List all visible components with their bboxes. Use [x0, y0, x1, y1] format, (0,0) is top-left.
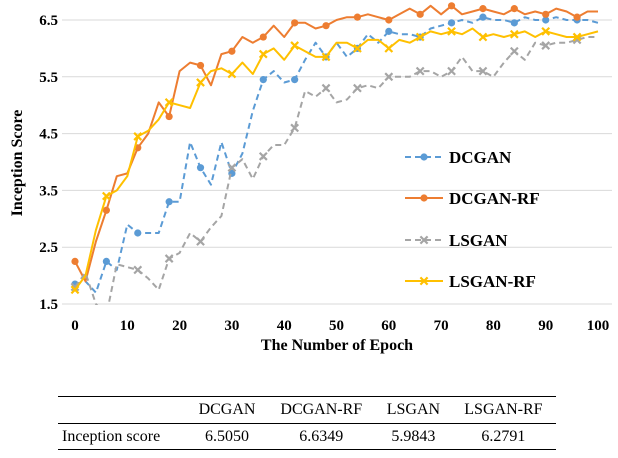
- legend-marker-dcgan: [420, 153, 427, 160]
- x-tick-label: 60: [381, 318, 396, 334]
- series-line-dcgan-rf: [75, 6, 598, 282]
- data-point-dcgan-rf: [260, 33, 267, 40]
- data-point-dcgan-rf: [385, 16, 392, 23]
- data-point-lsgan-rf: [291, 42, 298, 49]
- data-point-lsgan: [197, 238, 204, 245]
- table-row-label: Inception score: [58, 424, 187, 450]
- results-table-container: DCGAN DCGAN-RF LSGAN LSGAN-RF Inception …: [58, 396, 556, 450]
- legend-label-dcgan: DCGAN: [449, 148, 512, 167]
- data-point-dcgan-rf: [354, 14, 361, 21]
- legend-item-dcgan-rf: DCGAN-RF: [405, 189, 540, 208]
- gridlines: [62, 20, 612, 304]
- table-header-empty: [58, 397, 187, 424]
- y-axis-title: Inception Score: [9, 110, 26, 217]
- data-point-dcgan-rf: [542, 11, 549, 18]
- data-point-dcgan: [448, 19, 455, 26]
- x-axis-ticks: 0 10 20 30 40 50 60 70 80 90 100: [71, 318, 609, 334]
- inception-score-chart: 1.5 2.5 3.5 4.5 5.5 6.5 0 10 20 30 40 50 60 70 80 90 10…: [0, 0, 618, 370]
- series-dcgan: [71, 14, 598, 293]
- x-tick-label: 20: [172, 318, 187, 334]
- series-line-dcgan: [75, 17, 598, 292]
- x-tick-label: 40: [277, 318, 292, 334]
- x-tick-label: 100: [587, 318, 610, 334]
- data-point-lsgan-rf: [385, 45, 392, 52]
- data-point-dcgan-rf: [228, 48, 235, 55]
- data-point-lsgan: [354, 85, 361, 92]
- data-point-lsgan: [322, 85, 329, 92]
- legend-item-dcgan: DCGAN: [405, 148, 512, 167]
- data-point-dcgan-rf: [479, 5, 486, 12]
- x-tick-label: 10: [120, 318, 135, 334]
- y-tick-label: 1.5: [39, 297, 58, 313]
- data-point-dcgan-rf: [166, 113, 173, 120]
- table-cell-dcgan-rf: 6.6349: [267, 424, 376, 450]
- data-point-dcgan: [511, 19, 518, 26]
- series-lsgan-rf: [71, 28, 598, 294]
- data-point-lsgan-rf: [260, 50, 267, 57]
- table-cell-dcgan: 6.5050: [187, 424, 266, 450]
- x-tick-label: 70: [434, 318, 449, 334]
- data-point-lsgan: [448, 68, 455, 75]
- data-point-lsgan: [511, 48, 518, 55]
- x-tick-label: 30: [224, 318, 239, 334]
- x-tick-label: 0: [71, 318, 79, 334]
- legend-label-dcgan-rf: DCGAN-RF: [449, 189, 540, 208]
- data-point-dcgan: [134, 229, 141, 236]
- table-cell-lsgan: 5.9843: [376, 424, 451, 450]
- y-tick-label: 6.5: [39, 13, 58, 29]
- data-point-dcgan-rf: [322, 22, 329, 29]
- data-point-dcgan: [479, 14, 486, 21]
- legend-label-lsgan-rf: LSGAN-RF: [449, 272, 536, 291]
- x-axis-title: The Number of Epoch: [261, 337, 413, 354]
- data-point-dcgan: [291, 76, 298, 83]
- series-line-lsgan-rf: [75, 29, 598, 290]
- y-tick-label: 2.5: [39, 240, 58, 256]
- table-header-lsgan-rf: LSGAN-RF: [451, 397, 556, 424]
- data-point-dcgan-rf: [291, 19, 298, 26]
- table-row: Inception score 6.5050 6.6349 5.9843 6.2…: [58, 424, 556, 450]
- data-point-dcgan-rf: [573, 14, 580, 21]
- data-point-lsgan: [417, 68, 424, 75]
- data-point-dcgan-rf: [71, 258, 78, 265]
- table-header-lsgan: LSGAN: [376, 397, 451, 424]
- data-point-dcgan: [260, 76, 267, 83]
- legend-label-lsgan: LSGAN: [449, 231, 508, 250]
- y-tick-label: 4.5: [39, 127, 58, 143]
- data-point-dcgan: [197, 164, 204, 171]
- data-point-lsgan: [166, 255, 173, 262]
- x-tick-label: 90: [538, 318, 553, 334]
- y-axis-ticks: 1.5 2.5 3.5 4.5 5.5 6.5: [39, 13, 58, 313]
- data-point-lsgan: [103, 312, 110, 319]
- data-point-dcgan: [103, 258, 110, 265]
- legend-item-lsgan-rf: LSGAN-RF: [405, 272, 536, 291]
- data-point-dcgan-rf: [448, 2, 455, 9]
- table-header-dcgan-rf: DCGAN-RF: [267, 397, 376, 424]
- data-point-dcgan: [385, 28, 392, 35]
- legend-marker-dcgan-rf: [420, 194, 427, 201]
- table-header-dcgan: DCGAN: [187, 397, 266, 424]
- y-tick-label: 3.5: [39, 183, 58, 199]
- data-point-lsgan: [260, 153, 267, 160]
- data-point-dcgan-rf: [197, 62, 204, 69]
- data-point-dcgan-rf: [511, 5, 518, 12]
- data-point-lsgan: [134, 266, 141, 273]
- x-tick-label: 50: [329, 318, 344, 334]
- y-tick-label: 5.5: [39, 70, 58, 86]
- data-point-dcgan: [166, 198, 173, 205]
- results-table: DCGAN DCGAN-RF LSGAN LSGAN-RF Inception …: [58, 396, 556, 450]
- data-point-dcgan-rf: [417, 11, 424, 18]
- table-cell-lsgan-rf: 6.2791: [451, 424, 556, 450]
- legend: DCGAN DCGAN-RF LSGAN LSGAN-RF: [405, 148, 540, 291]
- x-tick-label: 80: [486, 318, 501, 334]
- data-point-dcgan-rf: [103, 207, 110, 214]
- table-header-row: DCGAN DCGAN-RF LSGAN LSGAN-RF: [58, 397, 556, 424]
